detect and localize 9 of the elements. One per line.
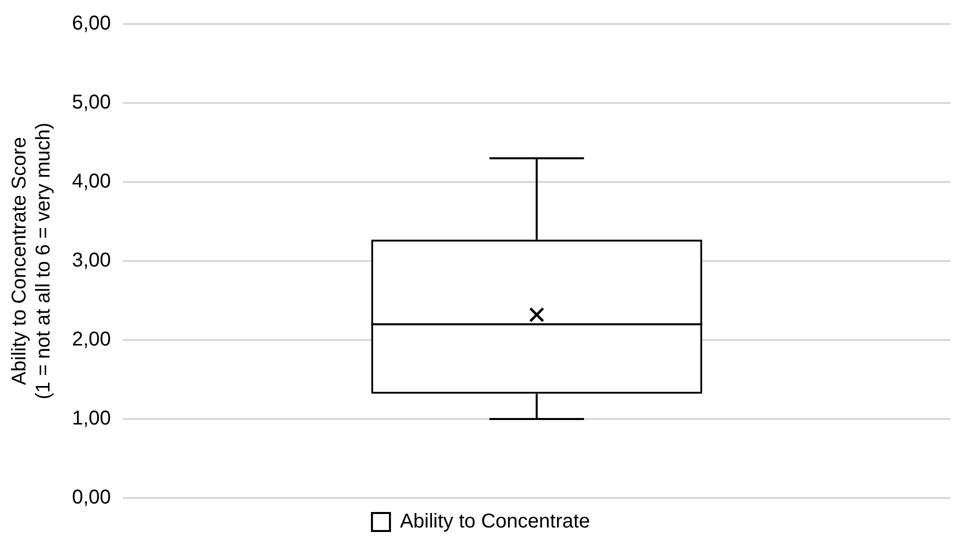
- legend-label: Ability to Concentrate: [400, 510, 590, 533]
- y-tick-label: 1,00: [72, 408, 111, 430]
- y-tick-label: 5,00: [72, 92, 111, 114]
- y-tick-label: 2,00: [72, 328, 111, 351]
- y-tick-label: 6,00: [72, 12, 111, 35]
- y-axis-title: Ability to Concentrate Score (1 = not at all to 6 = very much): [8, 122, 55, 400]
- y-tick-label: 4,00: [72, 170, 111, 193]
- y-tick-label: 0,00: [72, 486, 111, 509]
- y-tick-label: 3,00: [72, 250, 111, 272]
